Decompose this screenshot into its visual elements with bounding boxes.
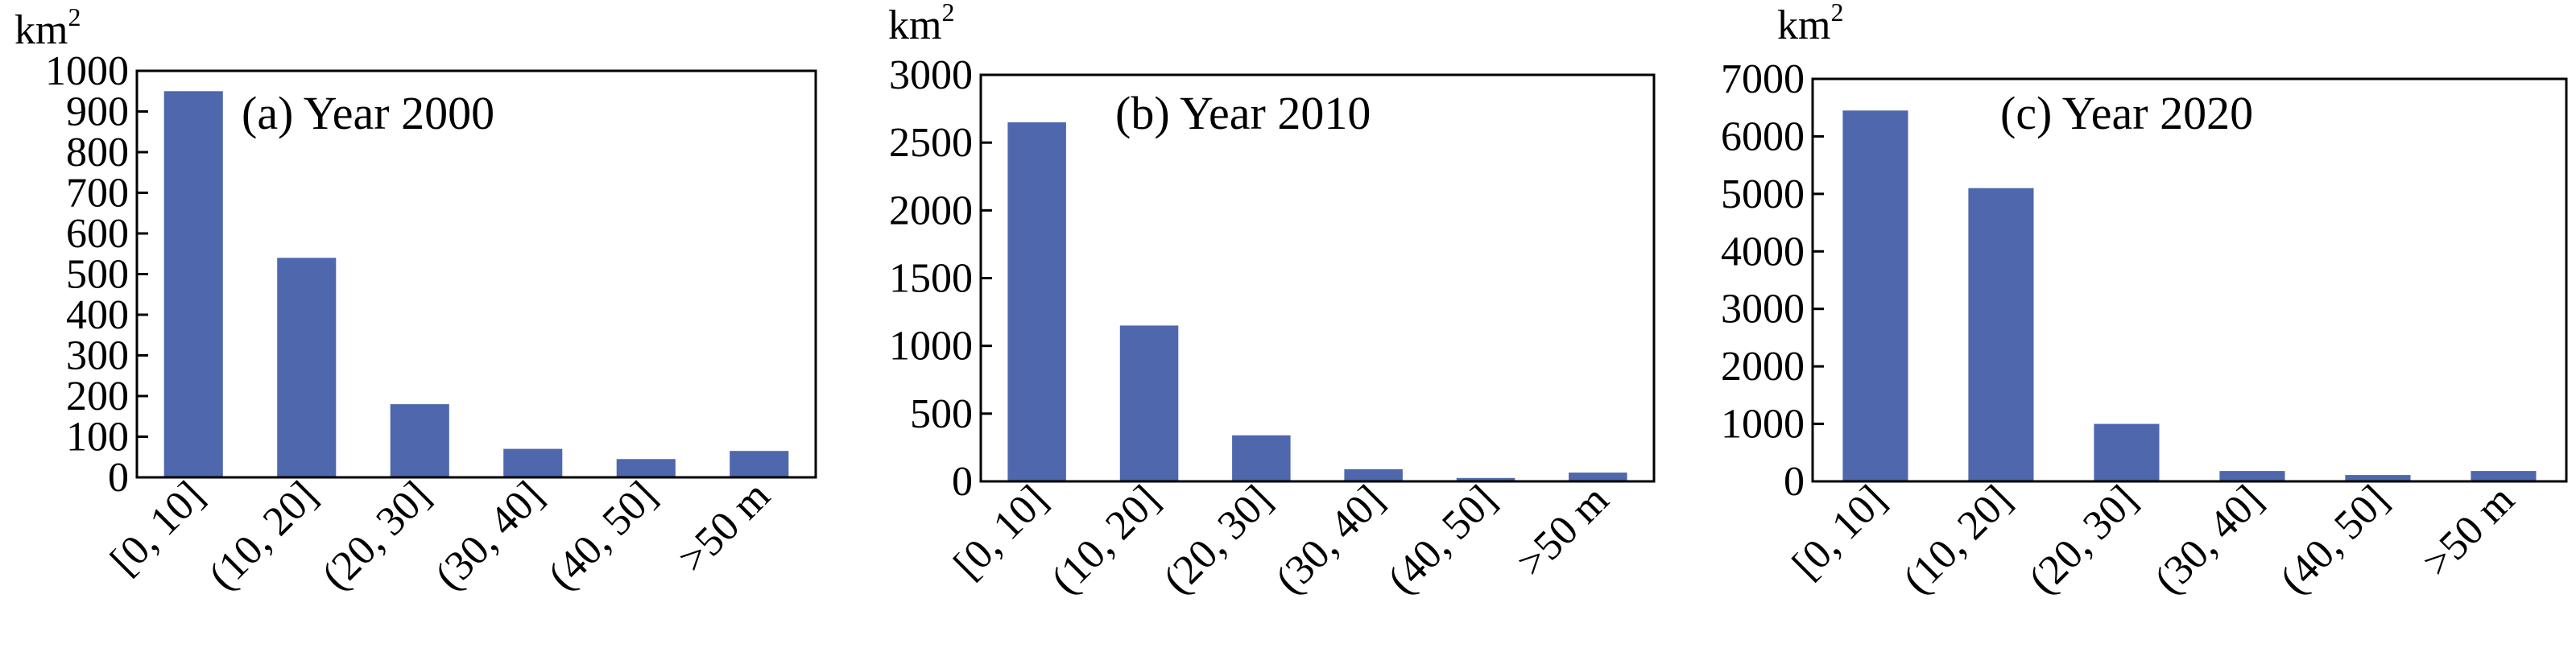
bar-b-3	[1344, 468, 1403, 481]
x-tick-label-c-5: >50 m	[2414, 477, 2524, 586]
x-tick-label-c-4: (40, 50]	[2272, 477, 2398, 603]
x-tick-label-b-5: >50 m	[1508, 477, 1618, 586]
y-tick-label-a-0: 0	[108, 455, 129, 501]
y-tick-label-c-1: 1000	[1721, 402, 1805, 448]
x-tick-label-a-3: (30, 40]	[427, 473, 553, 599]
x-tick-label-c-2: (20, 30]	[2020, 477, 2147, 603]
y-tick-label-a-7: 700	[66, 171, 129, 217]
y-tick-label-a-10: 1000	[45, 48, 129, 94]
bar-b-4	[1456, 477, 1515, 481]
y-tick-label-a-2: 200	[66, 374, 129, 419]
y-tick-label-b-0: 0	[952, 459, 973, 505]
bar-c-4	[2345, 475, 2411, 481]
y-tick-label-a-8: 800	[66, 130, 129, 175]
x-tick-label-b-4: (40, 50]	[1379, 477, 1506, 603]
bar-a-3	[503, 448, 563, 477]
y-tick-label-b-4: 2000	[889, 188, 973, 233]
bar-a-1	[277, 258, 337, 477]
bar-c-2	[2094, 423, 2160, 481]
bar-b-1	[1119, 325, 1179, 481]
panel-title-c: (c) Year 2020	[2000, 87, 2253, 139]
bar-b-5	[1569, 473, 1627, 481]
y-tick-label-b-1: 500	[910, 391, 973, 437]
y-tick-label-a-5: 500	[66, 252, 129, 298]
y-tick-label-c-7: 7000	[1721, 56, 1805, 102]
y-tick-label-c-5: 5000	[1721, 171, 1805, 217]
y-tick-label-b-2: 1000	[889, 324, 973, 369]
y-tick-label-a-3: 300	[66, 333, 129, 379]
bar-c-5	[2471, 471, 2537, 481]
bar-b-0	[1007, 122, 1066, 481]
unit-label-b: km2	[888, 0, 954, 48]
bar-a-4	[616, 459, 676, 477]
y-tick-label-a-1: 100	[66, 415, 129, 460]
unit-label-c: km2	[1777, 0, 1843, 48]
x-tick-label-b-3: (30, 40]	[1267, 477, 1393, 603]
x-tick-label-a-5: >50 m	[670, 473, 779, 582]
x-tick-label-c-3: (30, 40]	[2146, 477, 2272, 603]
x-tick-label-b-1: (10, 20]	[1043, 477, 1169, 603]
bar-b-2	[1232, 435, 1291, 481]
x-tick-label-a-4: (40, 50]	[540, 473, 666, 599]
bar-a-2	[390, 404, 449, 477]
x-tick-label-b-2: (20, 30]	[1155, 477, 1281, 603]
y-tick-label-c-2: 2000	[1721, 344, 1805, 390]
x-tick-label-c-1: (10, 20]	[1895, 477, 2021, 603]
panel-title-b: (b) Year 2010	[1115, 87, 1371, 139]
y-tick-label-a-9: 900	[66, 89, 129, 135]
plot-frame-c	[1811, 77, 2568, 483]
bar-a-0	[163, 91, 223, 478]
x-tick-label-a-2: (20, 30]	[313, 473, 440, 599]
bar-c-1	[1968, 188, 2034, 481]
panel-title-a: (a) Year 2000	[242, 87, 494, 139]
y-tick-label-c-3: 3000	[1721, 287, 1805, 332]
y-tick-label-a-4: 400	[66, 292, 129, 338]
y-tick-label-c-4: 4000	[1721, 229, 1805, 274]
y-tick-label-b-5: 2500	[889, 120, 973, 166]
y-tick-label-c-6: 6000	[1721, 114, 1805, 159]
bar-c-3	[2219, 471, 2285, 481]
bar-c-0	[1842, 110, 1908, 482]
unit-label-a: km2	[14, 2, 81, 53]
y-tick-label-a-6: 600	[66, 211, 129, 257]
y-tick-label-b-6: 3000	[889, 52, 973, 98]
y-tick-label-b-3: 1500	[889, 256, 973, 302]
x-tick-label-a-1: (10, 20]	[201, 473, 327, 599]
bar-a-5	[730, 451, 789, 477]
y-tick-label-c-0: 0	[1784, 459, 1805, 505]
